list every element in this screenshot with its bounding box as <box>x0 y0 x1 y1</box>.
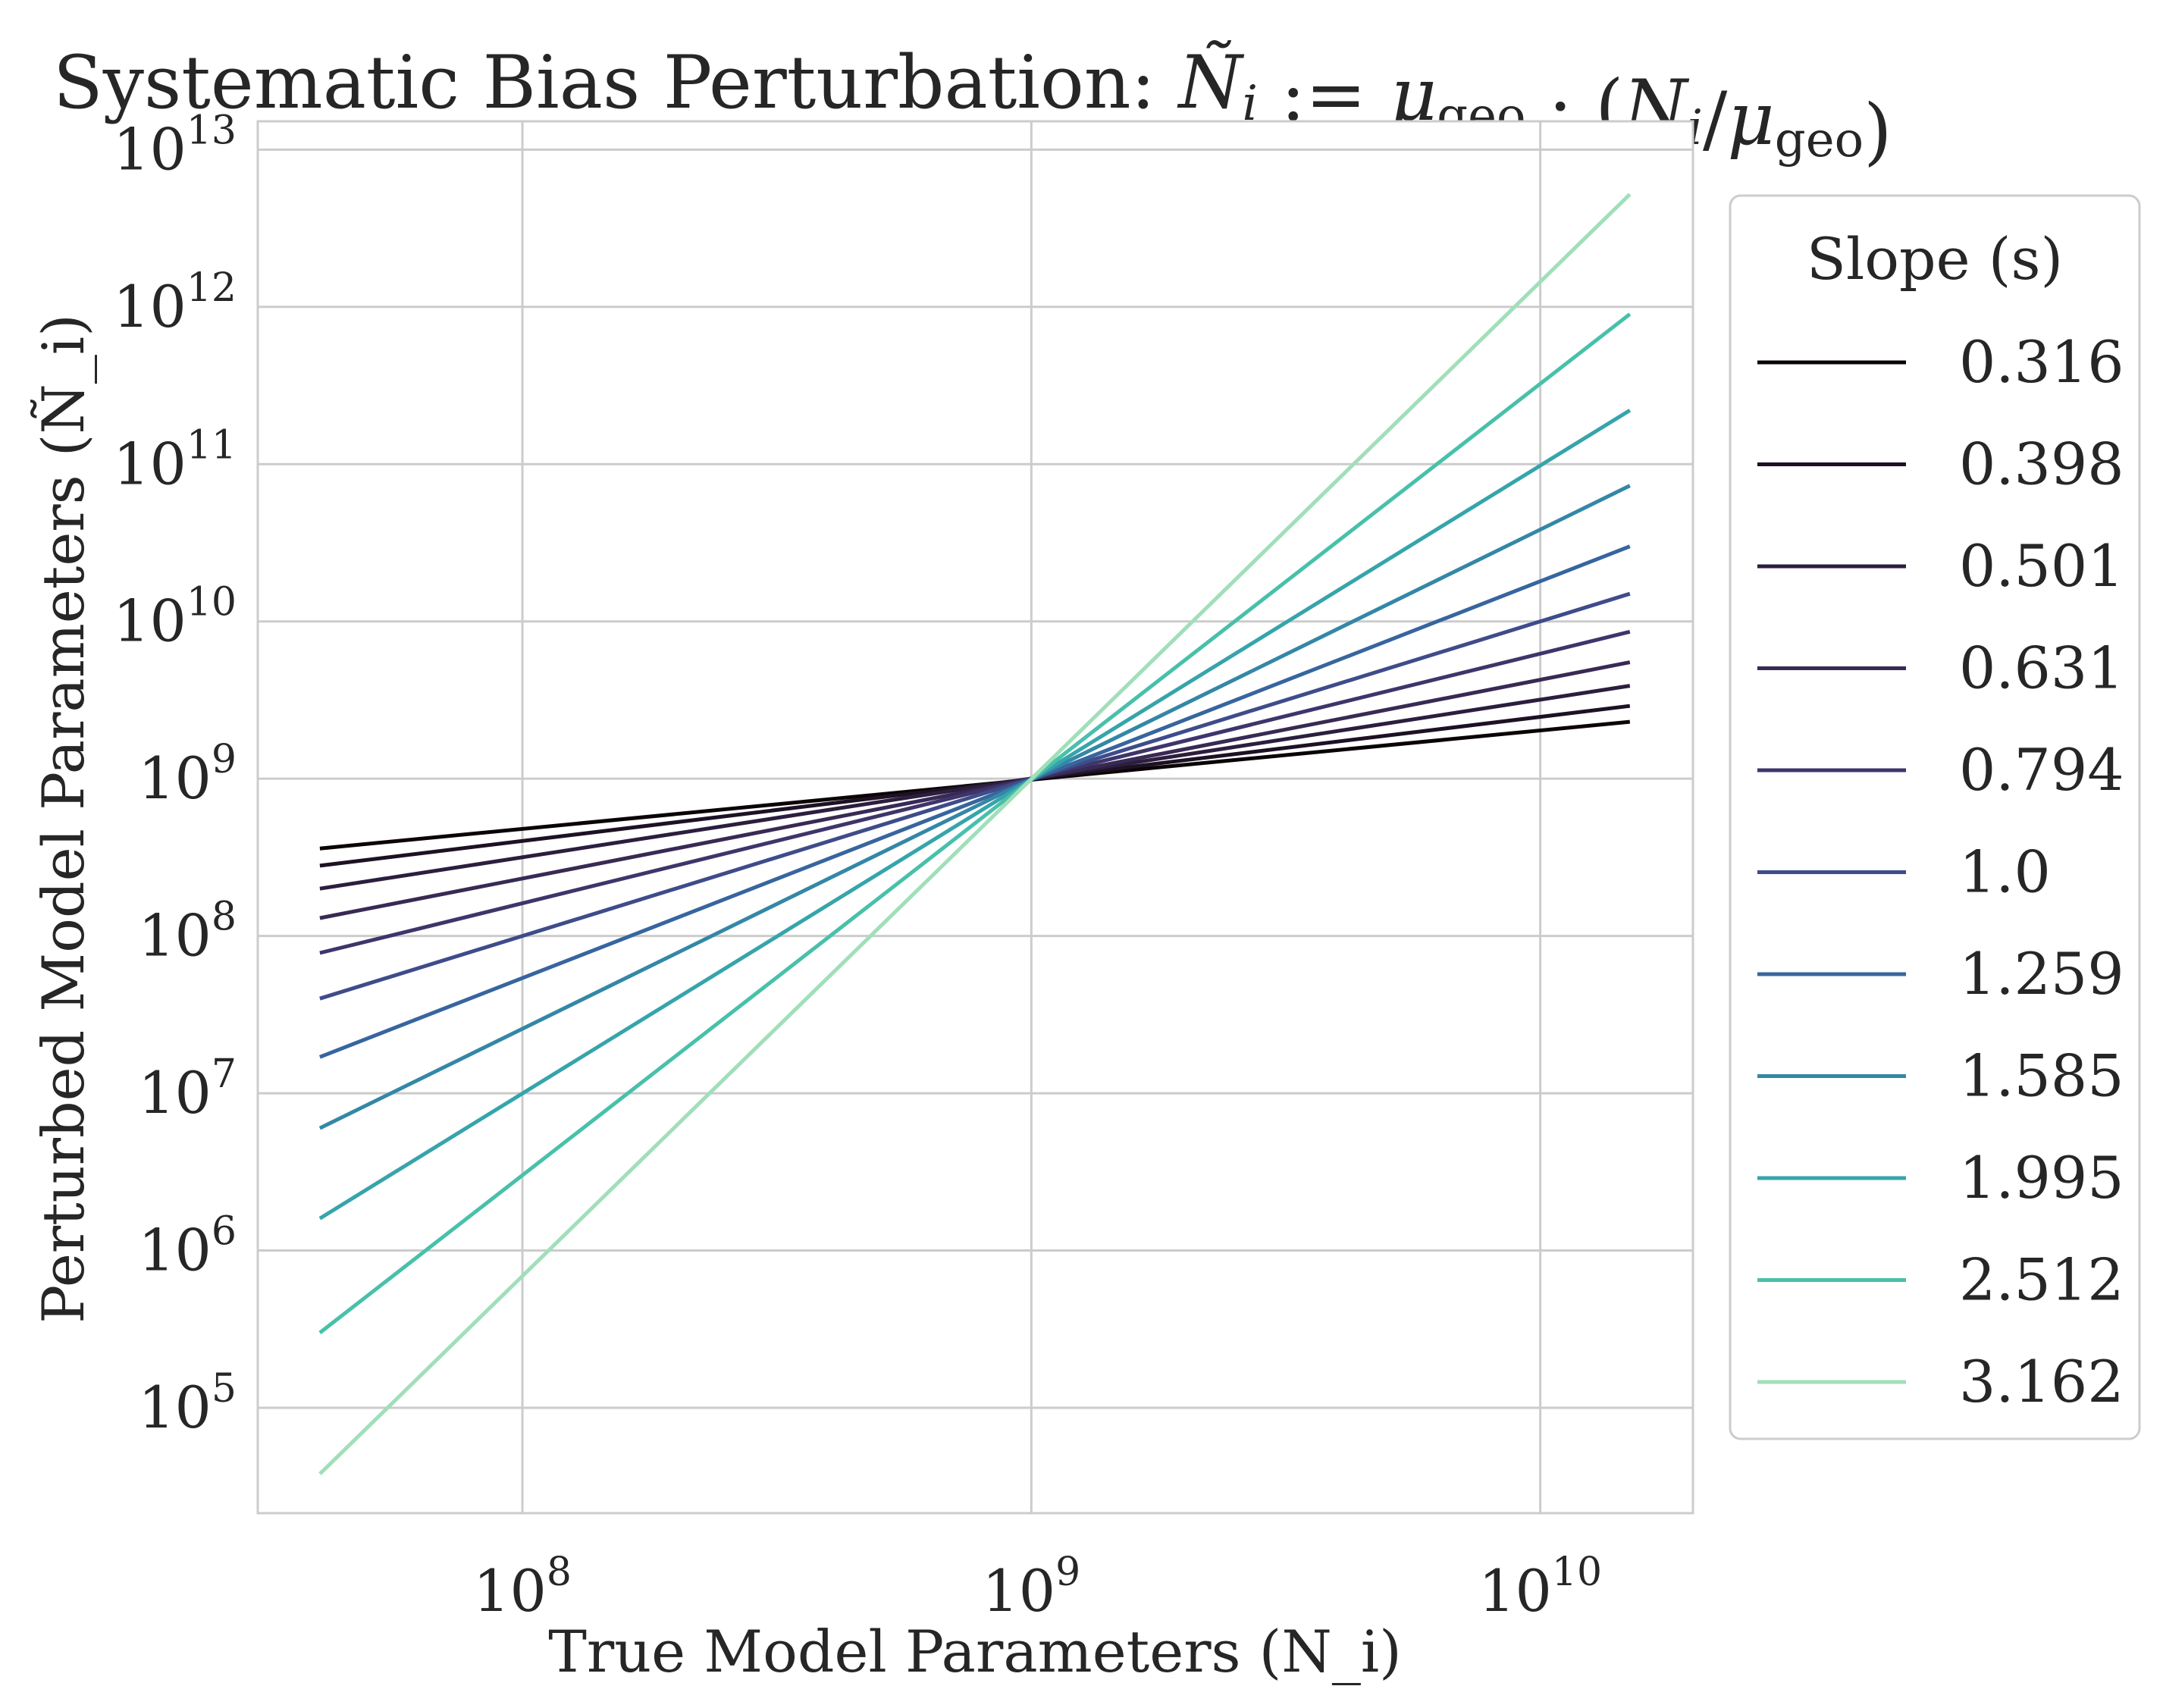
x-tick-label: 1010 <box>1478 1550 1602 1625</box>
legend-label: 0.794 <box>1959 736 2124 804</box>
series-line-1-259 <box>318 544 1631 1059</box>
y-axis-ticks: 105 106 107 108 109 1010 1011 1012 1013 <box>113 108 237 1441</box>
legend-label: 0.316 <box>1959 328 2124 396</box>
y-tick-label: 1010 <box>113 580 237 655</box>
grid <box>258 121 1693 1513</box>
legend-label: 3.162 <box>1959 1348 2124 1415</box>
series-line-0-794 <box>319 629 1631 955</box>
series-line-1-585 <box>318 484 1631 1130</box>
series-line-0-631 <box>319 660 1631 920</box>
y-tick-label: 109 <box>138 737 237 812</box>
series-lines <box>318 193 1632 1475</box>
legend-label: 0.398 <box>1959 431 2124 498</box>
x-tick-label: 109 <box>982 1550 1080 1625</box>
y-tick-label: 1013 <box>113 108 237 183</box>
series-line-2-512 <box>318 312 1632 1334</box>
legend-label: 1.995 <box>1959 1144 2124 1211</box>
y-tick-label: 106 <box>138 1209 237 1284</box>
legend-label: 1.585 <box>1959 1042 2124 1110</box>
x-tick-label: 108 <box>473 1550 572 1625</box>
legend-label: 0.631 <box>1959 635 2124 702</box>
y-tick-label: 1011 <box>113 422 237 497</box>
legend-box <box>1729 194 2141 1440</box>
x-axis-ticks: 108 109 1010 <box>473 1550 1602 1625</box>
x-axis-label: True Model Parameters (N_i) <box>548 1618 1402 1685</box>
y-axis-label: Perturbed Model Parameters (Ñ_i) <box>30 314 97 1324</box>
legend-label: 0.501 <box>1959 532 2124 600</box>
series-line-3-162 <box>318 193 1632 1475</box>
series-line-0-501 <box>319 684 1631 891</box>
series-line-1-995 <box>318 409 1632 1221</box>
legend-title: Slope (s) <box>1807 225 2063 293</box>
y-tick-label: 105 <box>138 1366 237 1441</box>
legend: Slope (s) 0.316 0.398 0.501 0.631 0.794 1.0 1.… <box>1729 194 2141 1440</box>
legend-items: 0.316 0.398 0.501 0.631 0.794 1.0 1.259 1.585 1.… <box>1757 328 2124 1415</box>
y-tick-label: 1012 <box>113 265 237 340</box>
legend-label: 1.0 <box>1959 838 2051 906</box>
series-line-1-0 <box>319 591 1631 1001</box>
legend-label: 1.259 <box>1959 940 2124 1008</box>
y-tick-label: 108 <box>138 895 237 970</box>
plot-area <box>256 120 1694 1515</box>
legend-label: 2.512 <box>1959 1246 2124 1314</box>
y-tick-label: 107 <box>138 1051 237 1127</box>
